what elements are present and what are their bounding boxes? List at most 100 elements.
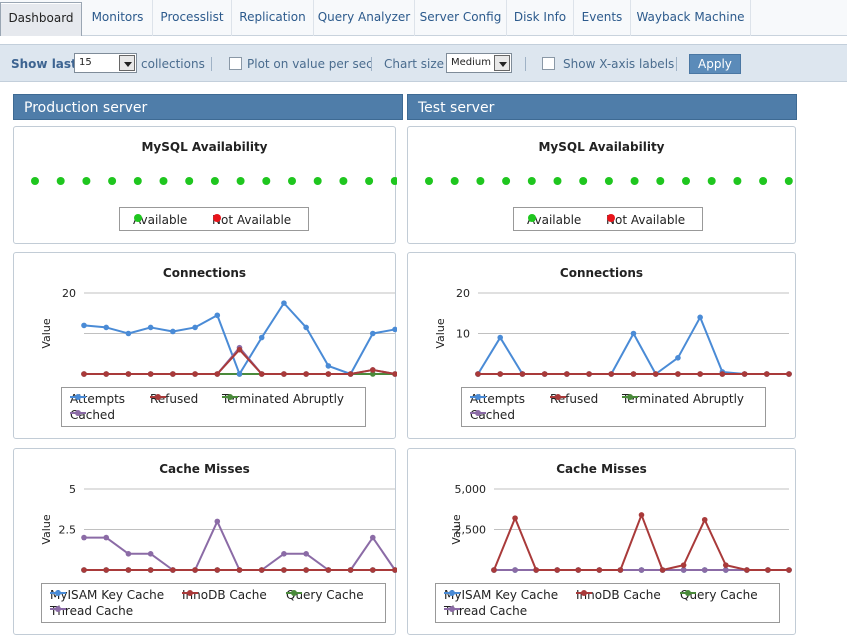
- legend-item-query-cache[interactable]: Query Cache: [286, 588, 364, 602]
- data-point[interactable]: [554, 567, 561, 573]
- data-point[interactable]: [575, 567, 582, 573]
- data-point[interactable]: [281, 300, 287, 306]
- data-point[interactable]: [125, 567, 132, 573]
- data-point[interactable]: [564, 371, 570, 377]
- data-point[interactable]: [258, 371, 265, 377]
- legend-item-thread-cache[interactable]: Thread Cache: [50, 604, 134, 618]
- data-point[interactable]: [236, 346, 243, 353]
- data-point[interactable]: [596, 567, 603, 573]
- show-last-select[interactable]: 15: [74, 53, 137, 73]
- tab-dashboard[interactable]: Dashboard: [0, 2, 82, 36]
- data-point[interactable]: [81, 322, 87, 329]
- data-point[interactable]: [617, 567, 624, 573]
- data-point[interactable]: [680, 562, 687, 568]
- data-point[interactable]: [722, 567, 729, 573]
- data-point[interactable]: [697, 314, 703, 321]
- data-point[interactable]: [369, 567, 376, 573]
- legend-item-innodb[interactable]: InnoDB Cache: [576, 588, 661, 602]
- data-point[interactable]: [170, 371, 176, 377]
- apply-button[interactable]: Apply: [689, 54, 741, 74]
- legend-item-refused[interactable]: Refused: [550, 392, 599, 406]
- data-point[interactable]: [325, 567, 332, 573]
- data-point[interactable]: [659, 567, 666, 573]
- data-point[interactable]: [608, 371, 615, 377]
- data-point[interactable]: [497, 371, 504, 377]
- tab-query-analyzer[interactable]: Query Analyzer: [314, 0, 415, 36]
- data-point[interactable]: [214, 518, 221, 525]
- data-point[interactable]: [103, 324, 110, 331]
- data-point[interactable]: [103, 567, 110, 573]
- tab-server-config[interactable]: Server Config: [415, 0, 507, 36]
- data-point[interactable]: [719, 371, 726, 377]
- legend-item-terminated[interactable]: Terminated Abruptly: [622, 392, 745, 406]
- data-point[interactable]: [680, 567, 687, 573]
- data-point[interactable]: [170, 328, 176, 335]
- data-point[interactable]: [722, 562, 729, 568]
- data-point[interactable]: [303, 371, 309, 377]
- data-point[interactable]: [541, 371, 548, 377]
- data-point[interactable]: [638, 512, 645, 518]
- legend-item-attempts[interactable]: Attempts: [470, 392, 526, 406]
- data-point[interactable]: [497, 334, 504, 341]
- legend-item-query-cache[interactable]: Query Cache: [680, 588, 758, 602]
- data-point[interactable]: [701, 516, 708, 523]
- data-point[interactable]: [786, 567, 792, 573]
- data-point[interactable]: [369, 330, 376, 337]
- data-point[interactable]: [630, 330, 637, 337]
- data-point[interactable]: [325, 363, 332, 369]
- legend-item-myisam[interactable]: MyISAM Key Cache: [50, 588, 165, 602]
- data-point[interactable]: [519, 371, 526, 377]
- data-point[interactable]: [630, 371, 637, 377]
- legend-item-refused[interactable]: Refused: [150, 392, 199, 406]
- data-point[interactable]: [303, 567, 309, 573]
- data-point[interactable]: [586, 371, 592, 377]
- data-point[interactable]: [369, 534, 376, 541]
- data-point[interactable]: [392, 326, 397, 333]
- data-point[interactable]: [741, 371, 748, 377]
- tab-replication[interactable]: Replication: [232, 0, 314, 36]
- data-point[interactable]: [786, 371, 792, 377]
- data-point[interactable]: [303, 551, 309, 557]
- tab-events[interactable]: Events: [574, 0, 631, 36]
- data-point[interactable]: [147, 551, 154, 557]
- data-point[interactable]: [147, 371, 154, 377]
- data-point[interactable]: [325, 371, 332, 377]
- data-point[interactable]: [192, 324, 198, 331]
- data-point[interactable]: [103, 534, 110, 541]
- legend-item-attempts[interactable]: Attempts: [70, 392, 126, 406]
- data-point[interactable]: [765, 567, 771, 573]
- data-point[interactable]: [369, 371, 376, 377]
- tab-monitors[interactable]: Monitors: [83, 0, 153, 36]
- data-point[interactable]: [192, 371, 198, 377]
- tab-disk-info[interactable]: Disk Info: [507, 0, 574, 36]
- plot-per-sec-checkbox[interactable]: [229, 57, 242, 70]
- data-point[interactable]: [392, 567, 397, 573]
- data-point[interactable]: [81, 371, 87, 377]
- data-point[interactable]: [675, 355, 681, 361]
- legend-item-cached[interactable]: Cached: [70, 408, 115, 422]
- legend-item-thread-cache[interactable]: Thread Cache: [444, 604, 528, 618]
- data-point[interactable]: [147, 324, 154, 331]
- show-xaxis-checkbox[interactable]: [542, 57, 555, 70]
- data-point[interactable]: [125, 330, 132, 337]
- data-point[interactable]: [347, 567, 354, 573]
- data-point[interactable]: [392, 371, 397, 377]
- data-point[interactable]: [147, 567, 154, 573]
- data-point[interactable]: [170, 567, 176, 573]
- chart-size-select[interactable]: Medium: [446, 53, 512, 73]
- data-point[interactable]: [512, 567, 518, 573]
- data-point[interactable]: [697, 371, 703, 377]
- tab-processlist[interactable]: Processlist: [153, 0, 232, 36]
- data-point[interactable]: [347, 371, 354, 377]
- data-point[interactable]: [369, 367, 376, 373]
- data-point[interactable]: [281, 567, 287, 573]
- data-point[interactable]: [512, 515, 518, 521]
- data-point[interactable]: [81, 534, 87, 541]
- data-point[interactable]: [258, 334, 265, 341]
- data-point[interactable]: [281, 371, 287, 377]
- data-point[interactable]: [214, 567, 221, 573]
- data-point[interactable]: [214, 312, 221, 319]
- legend-item-available[interactable]: Available: [527, 213, 582, 227]
- data-point[interactable]: [638, 567, 645, 573]
- legend-item-terminated[interactable]: Terminated Abruptly: [222, 392, 345, 406]
